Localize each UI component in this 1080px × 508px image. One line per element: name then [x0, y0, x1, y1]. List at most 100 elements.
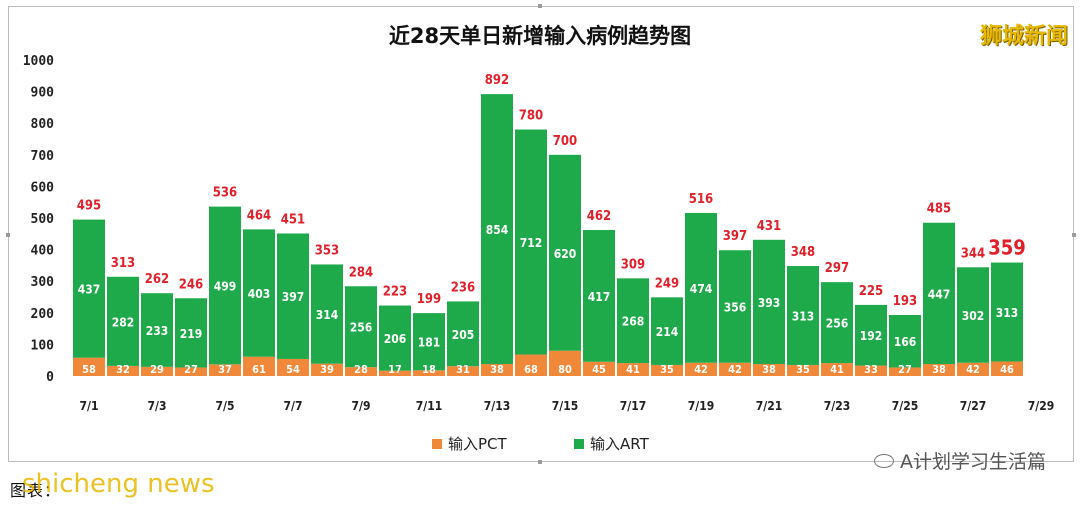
- x-tick-label: 7/1: [80, 399, 99, 413]
- bar-art-segment: [923, 222, 955, 364]
- x-tick-label: 7/27: [960, 399, 986, 413]
- data-label-art: 397: [282, 290, 305, 304]
- bar-pct-segment: [447, 366, 479, 376]
- data-label-art: 499: [214, 279, 237, 293]
- x-tick-label: 7/21: [756, 399, 782, 413]
- data-label-pct: 61: [252, 363, 266, 376]
- x-tick-label: 7/7: [284, 399, 303, 413]
- data-label-art: 313: [792, 309, 815, 323]
- x-tick-label: 7/15: [552, 399, 578, 413]
- bar-art-segment: [277, 233, 309, 359]
- y-tick-label: 0: [46, 370, 54, 385]
- data-label-art: 403: [248, 287, 271, 301]
- data-label-pct: 37: [218, 363, 232, 376]
- bar-pct-segment: [515, 354, 547, 376]
- bar-art-segment: [583, 230, 615, 362]
- wechat-watermark-text: A计划学习生活篇: [900, 451, 1046, 473]
- data-label-art: 313: [996, 306, 1019, 320]
- wechat-watermark: A计划学习生活篇: [874, 447, 1046, 474]
- data-label-total: 284: [349, 265, 373, 280]
- data-label-art: 233: [146, 324, 169, 338]
- resize-handle-top[interactable]: [538, 4, 542, 8]
- bar-art-segment: [991, 262, 1023, 362]
- data-label-pct: 32: [116, 363, 130, 376]
- data-label-total: 451: [281, 212, 305, 227]
- data-label-total: 464: [247, 208, 271, 223]
- data-label-total: 353: [315, 243, 339, 258]
- data-label-art: 314: [316, 308, 339, 322]
- legend-swatch-pct: [432, 438, 442, 449]
- data-label-total: 397: [723, 229, 747, 244]
- footer-overlay-text: shicheng news: [22, 469, 215, 499]
- bar-pct-segment: [243, 356, 275, 376]
- bar-art-segment: [617, 278, 649, 364]
- data-label-total: 516: [689, 192, 713, 207]
- data-label-art: 205: [452, 328, 475, 342]
- x-tick-label: 7/13: [484, 399, 510, 413]
- bar-pct-segment: [957, 362, 989, 376]
- data-label-art: 166: [894, 335, 917, 349]
- bar-art-segment: [209, 206, 241, 365]
- data-label-pct: 27: [898, 363, 912, 376]
- y-tick-label: 900: [31, 86, 55, 101]
- resize-handle-left[interactable]: [6, 233, 10, 237]
- x-tick-label: 7/5: [216, 399, 235, 413]
- data-label-total: 225: [859, 284, 883, 299]
- resize-handle-right[interactable]: [1072, 233, 1076, 237]
- bar-art-segment: [889, 315, 921, 368]
- bar-pct-segment: [651, 364, 683, 376]
- x-tick-label: 7/9: [352, 399, 371, 413]
- data-label-pct: 42: [966, 363, 980, 376]
- bar-art-segment: [753, 239, 785, 364]
- bar-art-segment: [787, 266, 819, 365]
- bar-pct-segment: [175, 367, 207, 376]
- legend-item-art: 输入ART: [574, 433, 649, 454]
- bar-pct-segment: [821, 363, 853, 376]
- bar-pct-segment: [379, 370, 411, 376]
- data-label-art: 219: [180, 327, 203, 341]
- data-label-total: 223: [383, 285, 407, 300]
- resize-handle-bottom[interactable]: [538, 460, 542, 464]
- bar-pct-segment: [753, 363, 785, 376]
- y-tick-label: 800: [31, 117, 55, 132]
- bar-art-segment: [685, 212, 717, 363]
- data-label-total: 431: [757, 219, 781, 234]
- data-label-art: 393: [758, 296, 781, 310]
- data-label-pct: 41: [626, 363, 640, 376]
- data-label-art: 712: [520, 236, 543, 250]
- data-label-art: 256: [350, 321, 373, 335]
- data-label-art: 268: [622, 315, 645, 329]
- bar-art-segment: [957, 267, 989, 363]
- bar-pct-segment: [787, 364, 819, 376]
- data-label-art: 181: [418, 336, 441, 350]
- legend-label-art: 输入ART: [590, 435, 649, 453]
- bar-art-segment: [821, 282, 853, 364]
- footer-note: 图表：: [10, 481, 62, 500]
- data-label-total: 344: [961, 246, 985, 261]
- bar-art-segment: [175, 298, 207, 368]
- bar-pct-segment: [549, 350, 581, 376]
- data-label-total: 780: [519, 109, 543, 124]
- data-label-total: 485: [927, 202, 951, 217]
- data-label-pct: 46: [1000, 363, 1014, 376]
- legend-label-pct: 输入PCT: [448, 435, 507, 453]
- data-label-total: 700: [553, 134, 577, 149]
- bar-art-segment: [549, 154, 581, 351]
- bar-pct-segment: [345, 367, 377, 376]
- bar-pct-segment: [141, 366, 173, 376]
- bar-pct-segment: [311, 363, 343, 376]
- bar-pct-segment: [277, 358, 309, 376]
- data-label-pct: 17: [388, 363, 402, 376]
- y-tick-label: 300: [31, 275, 55, 290]
- bar-pct-segment: [481, 363, 513, 376]
- data-label-pct: 31: [456, 363, 470, 376]
- data-label-art: 206: [384, 332, 407, 346]
- data-label-total: 892: [485, 73, 509, 88]
- data-label-pct: 42: [728, 363, 742, 376]
- data-label-art: 474: [690, 282, 713, 296]
- data-label-total: 297: [825, 261, 849, 276]
- bar-art-segment: [447, 301, 479, 367]
- bar-art-segment: [107, 276, 139, 366]
- data-label-total: 495: [77, 199, 101, 214]
- data-label-total: 309: [621, 257, 645, 272]
